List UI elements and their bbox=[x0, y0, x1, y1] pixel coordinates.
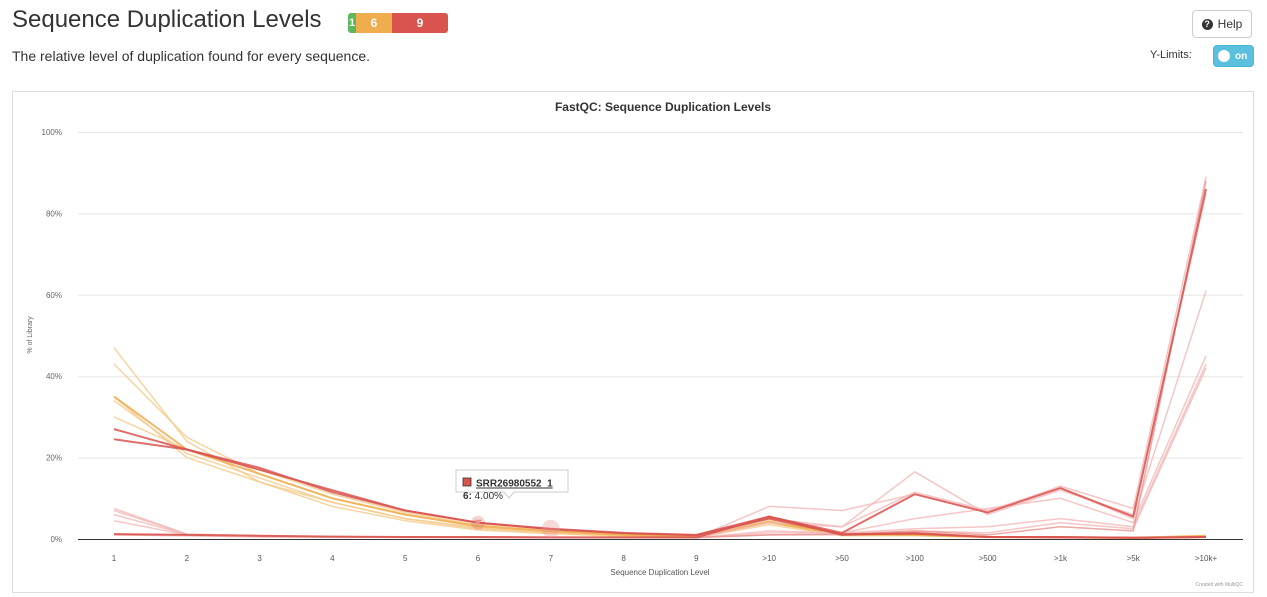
x-tick-label: >10 bbox=[762, 554, 776, 563]
tooltip-value: 4.00% bbox=[475, 491, 503, 502]
y-axis-label: % of Library bbox=[27, 316, 34, 354]
series-line[interactable] bbox=[113, 396, 1207, 539]
series-line[interactable] bbox=[113, 399, 1207, 539]
status-badges[interactable]: 1 6 9 bbox=[348, 13, 448, 33]
x-axis-label: Sequence Duplication Level bbox=[610, 568, 709, 577]
warn-badge[interactable]: 6 bbox=[356, 13, 392, 33]
data-tooltip: SRR26980552_1 6: 4.00% bbox=[455, 469, 569, 502]
x-tick-label: 9 bbox=[694, 554, 699, 563]
toggle-label: on bbox=[1235, 50, 1248, 62]
series-line[interactable] bbox=[113, 416, 1207, 539]
tooltip-swatch bbox=[462, 477, 472, 487]
x-tick-label: 3 bbox=[257, 554, 262, 563]
x-tick-label: 8 bbox=[621, 554, 626, 563]
x-tick-label: 1 bbox=[112, 554, 117, 563]
series-line[interactable] bbox=[113, 367, 1207, 539]
section-description: The relative level of duplication found … bbox=[12, 48, 370, 64]
series-line[interactable] bbox=[113, 192, 1207, 539]
chart-title: FastQC: Sequence Duplication Levels bbox=[555, 100, 771, 114]
tooltip-colon: : bbox=[469, 491, 475, 502]
question-circle-icon: ? bbox=[1201, 18, 1213, 30]
y-tick-label: 0% bbox=[50, 535, 62, 544]
series-line[interactable] bbox=[113, 188, 1207, 539]
help-button-label: Help bbox=[1217, 17, 1243, 31]
x-tick-label: 4 bbox=[330, 554, 335, 563]
tooltip-sample-name: SRR26980552_1 bbox=[476, 479, 553, 490]
x-tick-label: >5k bbox=[1127, 554, 1141, 563]
help-button[interactable]: ? Help bbox=[1192, 10, 1252, 38]
tooltip-category: 6 bbox=[463, 491, 469, 502]
series-line[interactable] bbox=[113, 355, 1207, 539]
hover-marker bbox=[474, 519, 482, 526]
x-tick-label: 7 bbox=[549, 554, 554, 563]
y-tick-label: 60% bbox=[46, 291, 62, 300]
x-tick-label: >500 bbox=[979, 554, 998, 563]
pass-badge[interactable]: 1 bbox=[348, 13, 356, 33]
fail-badge[interactable]: 9 bbox=[392, 13, 448, 33]
ylimits-toggle[interactable]: on bbox=[1213, 45, 1254, 67]
y-tick-label: 40% bbox=[46, 372, 62, 381]
series-line[interactable] bbox=[113, 363, 1207, 539]
ylimits-label: Y-Limits: bbox=[1150, 49, 1192, 61]
x-tick-label: >100 bbox=[906, 554, 925, 563]
y-tick-label: 100% bbox=[42, 128, 62, 137]
multiqc-credit: Created with MultiQC bbox=[1195, 582, 1243, 588]
tooltip-box bbox=[455, 469, 569, 499]
toggle-knob bbox=[1218, 50, 1230, 62]
x-tick-label: >10k+ bbox=[1195, 554, 1218, 563]
y-tick-label: 20% bbox=[46, 454, 62, 463]
series-line[interactable] bbox=[113, 395, 1207, 539]
hover-marker bbox=[541, 519, 560, 538]
series-line[interactable] bbox=[113, 363, 1207, 539]
x-tick-label: >1k bbox=[1054, 554, 1068, 563]
x-tick-label: 2 bbox=[185, 554, 190, 563]
plot-container: FastQC: Sequence Duplication Levels 0% 20… bbox=[12, 91, 1254, 593]
y-tick-label: 80% bbox=[46, 209, 62, 218]
x-tick-label: 5 bbox=[403, 554, 408, 563]
page-title: Sequence Duplication Levels bbox=[12, 6, 322, 33]
x-tick-label: 6 bbox=[476, 554, 481, 563]
x-tick-label: >50 bbox=[835, 554, 849, 563]
series-line[interactable] bbox=[113, 438, 1207, 539]
tooltip-value-line: 6: 4.00% bbox=[463, 491, 503, 502]
duplication-line-chart[interactable]: FastQC: Sequence Duplication Levels 0% 20… bbox=[13, 92, 1253, 592]
